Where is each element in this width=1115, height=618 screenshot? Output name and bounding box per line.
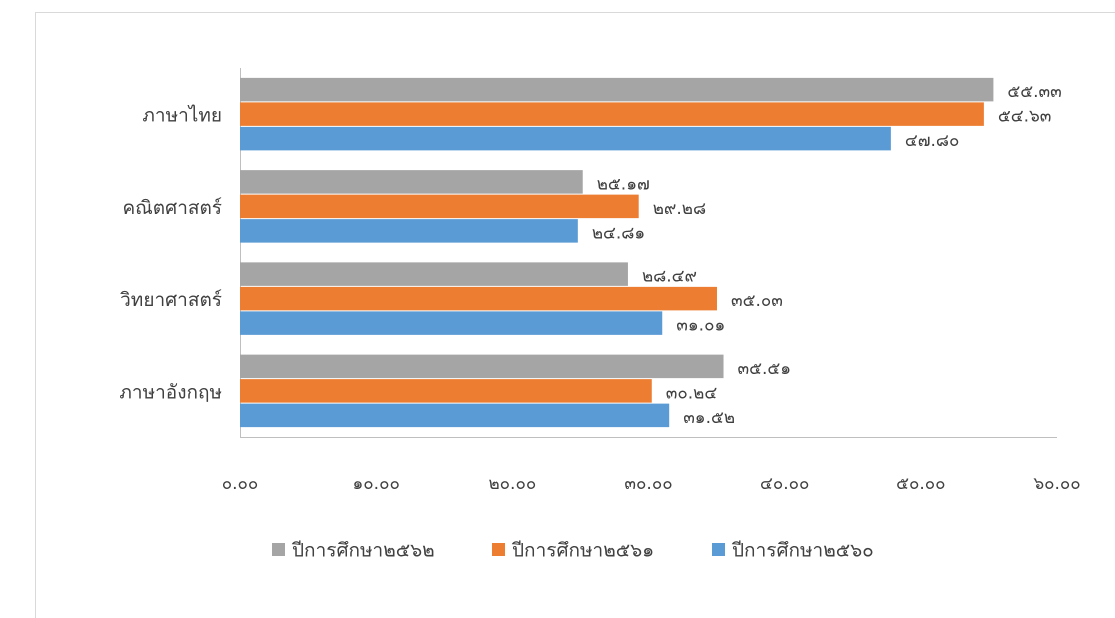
- legend-swatch: [492, 543, 505, 556]
- x-tick-label: ๖๐.๐๐: [1033, 474, 1080, 494]
- x-tick-label: ๓๐.๐๐: [624, 474, 672, 494]
- value-label: ๒๔.๘๑: [592, 223, 645, 243]
- bar: [240, 379, 652, 403]
- value-label: ๒๙.๒๘: [653, 199, 706, 219]
- value-label: ๓๑.๐๑: [676, 316, 725, 336]
- legend-swatch: [272, 543, 285, 556]
- legend-label: ปีการศึกษา๒๕๖๐: [731, 540, 874, 562]
- bar: [240, 219, 578, 243]
- x-tick-label: ๒๐.๐๐: [488, 474, 536, 494]
- bar: [240, 262, 628, 286]
- bar: [240, 126, 891, 151]
- value-label: ๕๕.๓๓: [1007, 82, 1061, 102]
- x-tick-label: ๕๐.๐๐: [896, 474, 945, 494]
- bar: [240, 194, 639, 219]
- legend-swatch: [712, 543, 725, 556]
- value-label: ๓๐.๒๔: [666, 383, 718, 403]
- legend-label: ปีการศึกษา๒๕๖๑: [511, 540, 654, 562]
- chart-border: [35, 12, 1115, 618]
- category-label: ภาษาไทย: [142, 105, 222, 127]
- value-label: ๓๑.๕๒: [683, 408, 735, 428]
- bar: [240, 77, 994, 102]
- value-label: ๒๕.๑๗: [597, 174, 650, 194]
- bar: [240, 102, 984, 126]
- category-label: คณิตศาสตร์: [122, 197, 222, 219]
- value-label: ๕๔.๖๓: [998, 107, 1052, 127]
- value-label: ๔๗.๘๐: [905, 131, 960, 151]
- x-tick-label: ๔๐.๐๐: [760, 474, 809, 494]
- x-tick-label: ๑๐.๐๐: [353, 474, 400, 494]
- bar: [240, 286, 717, 311]
- bar: [240, 403, 670, 428]
- category-label: ภาษาอังกฤษ: [119, 381, 222, 403]
- legend-label: ปีการศึกษา๒๕๖๒: [291, 540, 434, 562]
- bar: [240, 311, 663, 335]
- value-label: ๓๕.๕๑: [738, 359, 792, 379]
- bar: [240, 354, 724, 379]
- x-tick-label: ๐.๐๐: [222, 474, 259, 494]
- value-label: ๓๕.๐๓: [731, 291, 783, 311]
- bar: [240, 170, 583, 194]
- category-label: วิทยาศาสตร์: [120, 289, 222, 311]
- value-label: ๒๘.๔๙: [642, 267, 697, 287]
